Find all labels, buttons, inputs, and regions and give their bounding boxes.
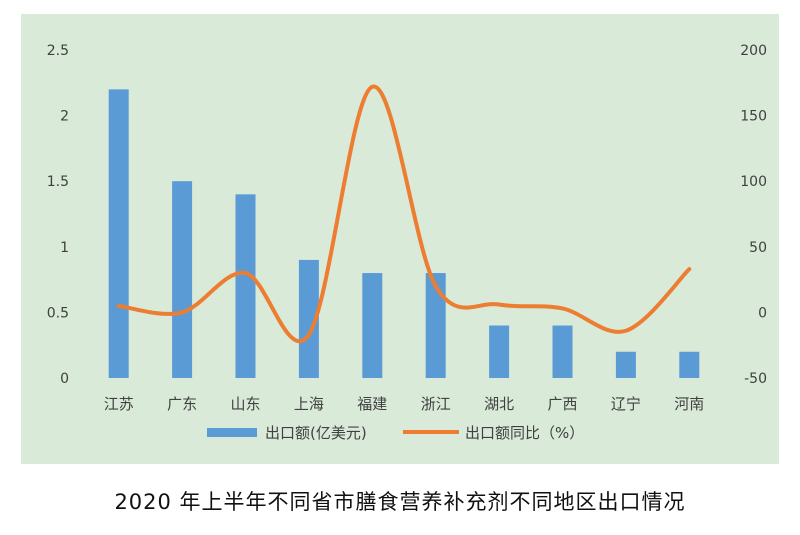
bar <box>172 181 193 378</box>
y-left-tick-label: 2.5 <box>47 43 69 59</box>
x-category-label: 江苏 <box>104 395 134 413</box>
chart-caption: 2020 年上半年不同省市膳食营养补充剂不同地区出口情况 <box>114 490 686 514</box>
bar <box>425 273 446 378</box>
chart-area: 0 0.5 1 1.5 2 2.5 -50 0 50 100 150 200 江苏 广东 山东 上海 福建 浙江 湖… <box>21 14 779 464</box>
bar <box>679 351 700 378</box>
bar <box>615 351 636 378</box>
x-category-label: 山东 <box>230 395 260 413</box>
bar <box>489 325 510 378</box>
y-right-tick-label: 200 <box>740 43 767 59</box>
bar <box>235 194 256 378</box>
bar <box>362 273 383 378</box>
combo-chart: 0 0.5 1 1.5 2 2.5 -50 0 50 100 150 200 江苏 广东 山东 上海 福建 浙江 湖… <box>47 43 767 442</box>
y-left-tick-label: 1 <box>60 240 69 256</box>
x-category-label: 浙江 <box>421 395 451 413</box>
x-category-label: 河南 <box>674 395 704 413</box>
y-left-tick-label: 2 <box>60 109 69 125</box>
x-category-label: 辽宁 <box>611 395 641 413</box>
x-category-label: 福建 <box>357 395 387 413</box>
y-right-tick-label: 50 <box>749 240 767 256</box>
y-left-tick-label: 0 <box>60 371 69 387</box>
x-category-label: 广东 <box>167 395 197 413</box>
y-right-tick-label: 0 <box>758 305 767 321</box>
legend-bar-swatch <box>207 428 257 437</box>
y-left-tick-label: 1.5 <box>47 174 69 190</box>
yoy-growth-line <box>116 84 692 344</box>
y-right-tick-label: -50 <box>744 371 767 387</box>
legend-line-label: 出口额同比（%） <box>465 424 584 442</box>
bar <box>108 89 129 379</box>
bar <box>552 325 573 378</box>
bar <box>298 259 319 378</box>
x-category-label: 广西 <box>547 395 577 413</box>
y-right-tick-label: 100 <box>740 174 767 190</box>
x-category-label: 湖北 <box>484 395 514 413</box>
y-right-tick-label: 150 <box>740 109 767 125</box>
x-category-label: 上海 <box>294 395 324 413</box>
legend-bar-label: 出口额(亿美元) <box>265 424 367 442</box>
y-left-tick-label: 0.5 <box>47 305 69 321</box>
